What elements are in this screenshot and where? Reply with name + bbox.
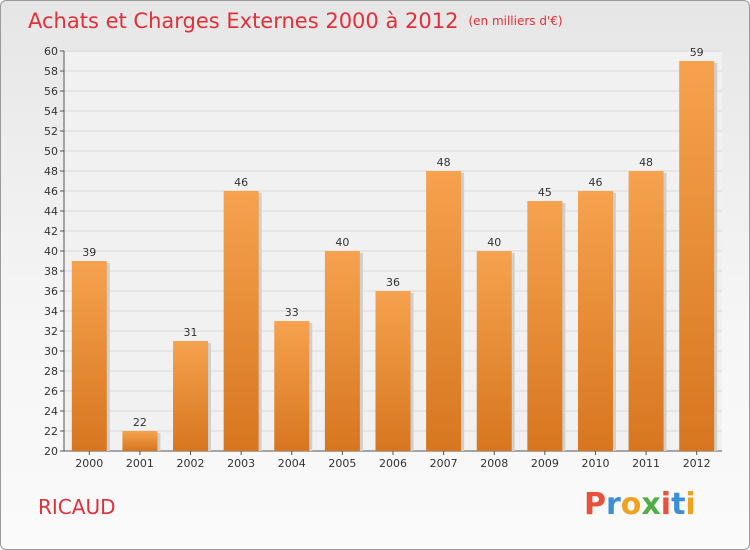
data-label: 39 bbox=[82, 246, 96, 259]
bar bbox=[628, 171, 664, 451]
data-label: 31 bbox=[184, 326, 198, 339]
data-label: 22 bbox=[133, 416, 147, 429]
chart-title-text: Achats et Charges Externes 2000 à 2012 bbox=[28, 9, 459, 33]
x-tick-label: 2008 bbox=[480, 457, 508, 470]
brand-letter: i bbox=[660, 487, 672, 522]
y-tick-label: 28 bbox=[44, 365, 58, 378]
x-tick-label: 2012 bbox=[683, 457, 711, 470]
y-tick-label: 60 bbox=[44, 45, 58, 58]
bar bbox=[426, 171, 462, 451]
data-label: 33 bbox=[285, 306, 299, 319]
x-tick-label: 2007 bbox=[430, 457, 458, 470]
data-label: 40 bbox=[335, 236, 349, 249]
bar bbox=[324, 251, 360, 451]
bar bbox=[173, 341, 209, 451]
y-tick-label: 26 bbox=[44, 385, 58, 398]
bar bbox=[476, 251, 512, 451]
y-tick-label: 40 bbox=[44, 245, 58, 258]
y-tick-label: 24 bbox=[44, 405, 58, 418]
brand-logo: Proxiti bbox=[584, 487, 696, 522]
brand-letter: t bbox=[671, 487, 686, 522]
data-label: 40 bbox=[487, 236, 501, 249]
data-label: 45 bbox=[538, 186, 552, 199]
brand-letter: i bbox=[685, 487, 696, 522]
y-tick-label: 56 bbox=[44, 85, 58, 98]
data-label: 48 bbox=[437, 156, 451, 169]
x-tick-label: 2003 bbox=[227, 457, 255, 470]
x-tick-label: 2009 bbox=[531, 457, 559, 470]
bar-layer bbox=[71, 61, 718, 451]
data-label: 59 bbox=[690, 46, 704, 59]
x-tick-label: 2002 bbox=[177, 457, 205, 470]
y-tick-label: 54 bbox=[44, 105, 58, 118]
bar bbox=[274, 321, 310, 451]
label-layer: 39 22 31 46 33 40 36 48 40 45 46 48 59 bbox=[82, 46, 703, 429]
y-tick-label: 44 bbox=[44, 205, 58, 218]
data-label: 36 bbox=[386, 276, 400, 289]
brand-letter: x bbox=[641, 487, 661, 522]
x-tick-label: 2000 bbox=[75, 457, 103, 470]
commune-name: RICAUD bbox=[38, 495, 116, 519]
axis-layer: 20 22 24 26 28 30 32 34 36 38 40 42 44 46 48 50 52 54 56 58… bbox=[44, 45, 722, 470]
y-tick-label: 20 bbox=[44, 445, 58, 458]
x-tick-label: 2005 bbox=[328, 457, 356, 470]
data-label: 48 bbox=[639, 156, 653, 169]
bar bbox=[223, 191, 259, 451]
bar bbox=[122, 431, 158, 451]
bar bbox=[71, 261, 107, 451]
bar bbox=[577, 191, 613, 451]
y-tick-label: 30 bbox=[44, 345, 58, 358]
y-tick-label: 42 bbox=[44, 225, 58, 238]
y-tick-label: 36 bbox=[44, 285, 58, 298]
brand-letter: o bbox=[620, 487, 642, 522]
y-tick-label: 48 bbox=[44, 165, 58, 178]
chart-title: Achats et Charges Externes 2000 à 2012 (e… bbox=[28, 9, 563, 33]
y-tick-label: 22 bbox=[44, 425, 58, 438]
bar bbox=[375, 291, 411, 451]
x-tick-label: 2001 bbox=[126, 457, 154, 470]
x-tick-label: 2010 bbox=[581, 457, 609, 470]
x-tick-label: 2004 bbox=[278, 457, 306, 470]
bar bbox=[527, 201, 563, 451]
y-tick-label: 38 bbox=[44, 265, 58, 278]
chart-unit: (en milliers d'€) bbox=[468, 14, 563, 28]
brand-letter: P bbox=[584, 487, 606, 522]
y-tick-label: 32 bbox=[44, 325, 58, 338]
data-label: 46 bbox=[234, 176, 248, 189]
y-tick-label: 34 bbox=[44, 305, 58, 318]
bar bbox=[679, 61, 715, 451]
y-tick-label: 50 bbox=[44, 145, 58, 158]
brand-letter: r bbox=[606, 487, 621, 522]
x-tick-label: 2011 bbox=[632, 457, 660, 470]
data-label: 46 bbox=[588, 176, 602, 189]
y-tick-label: 46 bbox=[44, 185, 58, 198]
y-tick-label: 58 bbox=[44, 65, 58, 78]
y-tick-label: 52 bbox=[44, 125, 58, 138]
x-tick-label: 2006 bbox=[379, 457, 407, 470]
